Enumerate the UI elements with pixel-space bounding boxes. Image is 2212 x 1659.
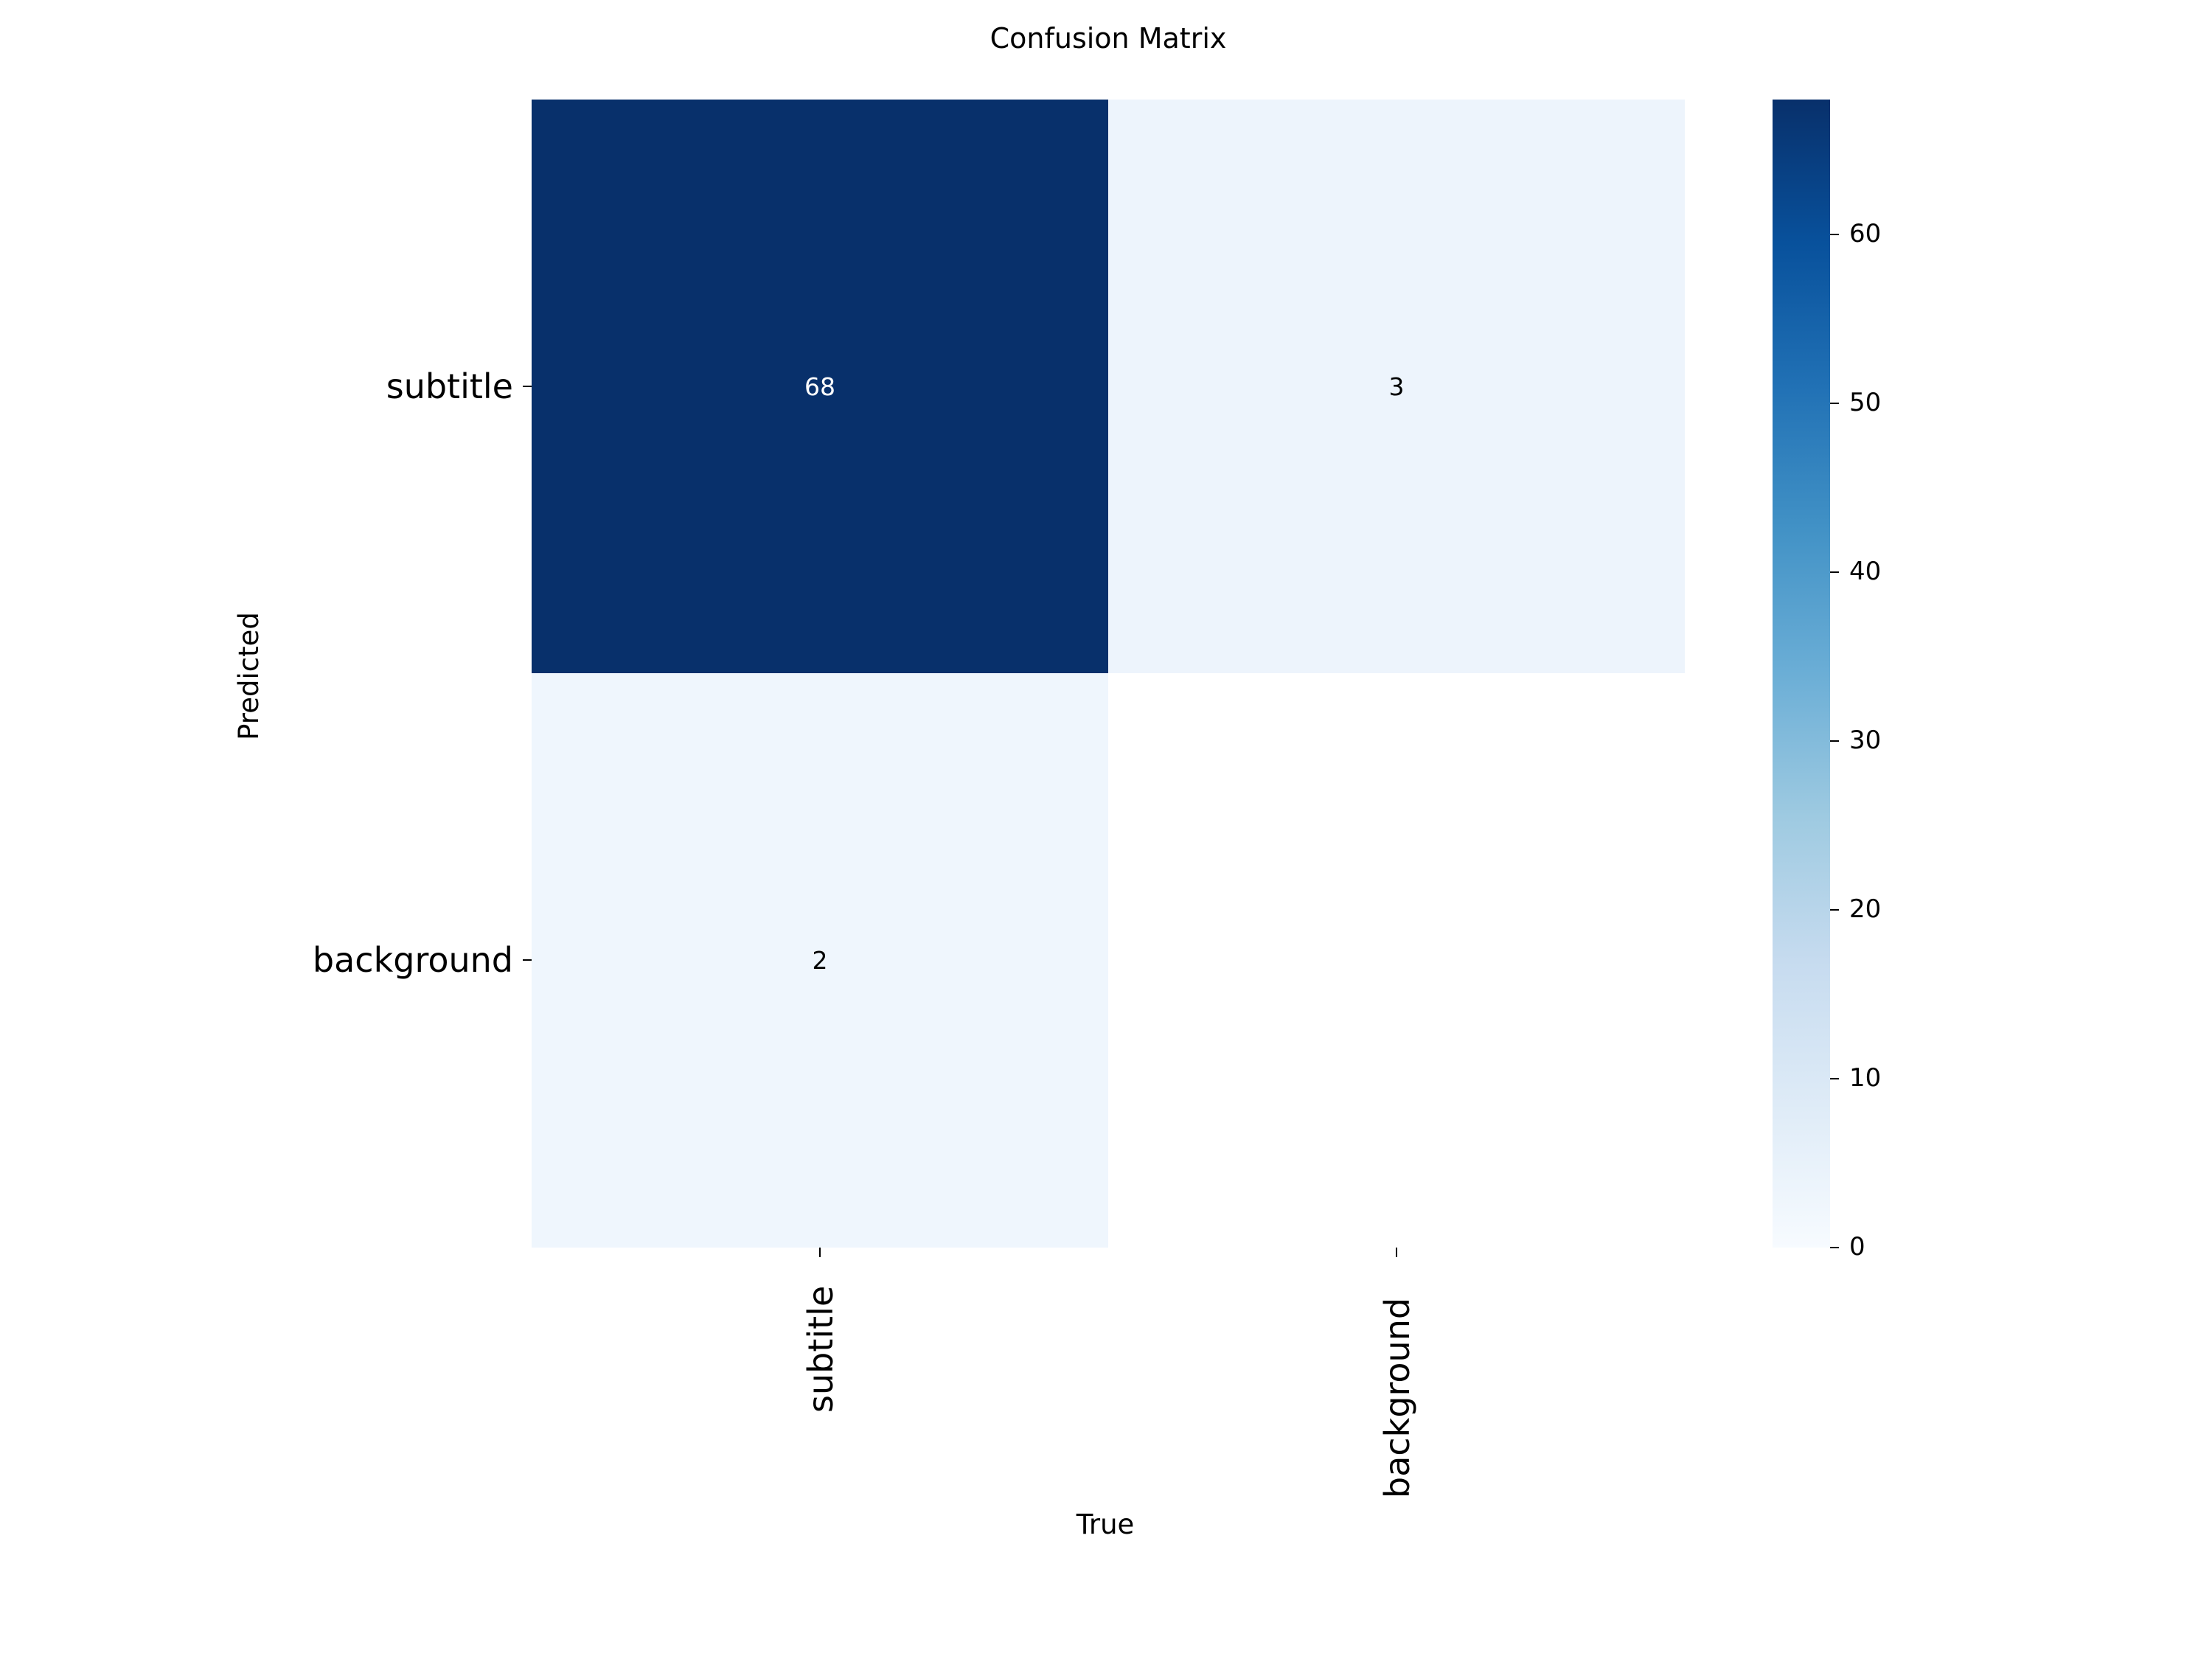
colorbar-label-60: 60 xyxy=(1849,219,1882,248)
cell-value: 68 xyxy=(804,372,835,401)
ytick-label-subtitle: subtitle xyxy=(386,366,513,406)
cell-true-subtitle-pred-background: 2 xyxy=(532,673,1108,1248)
cell-value: 2 xyxy=(812,946,828,975)
colorbar-label-10: 10 xyxy=(1849,1063,1882,1093)
confusion-matrix-heatmap: 68 3 2 xyxy=(532,100,1685,1248)
colorbar-label-20: 20 xyxy=(1849,894,1882,924)
y-axis-label: Predicted xyxy=(233,612,265,740)
cell-value: 3 xyxy=(1388,372,1405,401)
colorbar-label-50: 50 xyxy=(1849,388,1882,417)
colorbar xyxy=(1773,100,1830,1248)
colorbar-tick-50 xyxy=(1830,403,1839,404)
xtick-label-subtitle: subtitle xyxy=(801,1285,841,1413)
colorbar-tick-10 xyxy=(1830,1078,1839,1079)
colorbar-label-30: 30 xyxy=(1849,726,1882,755)
colorbar-label-0: 0 xyxy=(1849,1232,1865,1262)
ytick-mark-background xyxy=(523,959,532,961)
ytick-label-background: background xyxy=(312,940,513,980)
cell-true-background-pred-background xyxy=(1108,673,1685,1248)
ytick-mark-subtitle xyxy=(523,386,532,387)
xtick-label-background: background xyxy=(1377,1297,1417,1498)
chart-title: Confusion Matrix xyxy=(990,22,1227,55)
cell-true-subtitle-pred-subtitle: 68 xyxy=(532,100,1108,673)
colorbar-tick-0 xyxy=(1830,1247,1839,1248)
x-axis-label: True xyxy=(1076,1509,1135,1540)
colorbar-label-40: 40 xyxy=(1849,557,1882,586)
colorbar-tick-60 xyxy=(1830,234,1839,235)
xtick-mark-background xyxy=(1396,1248,1397,1257)
colorbar-tick-40 xyxy=(1830,571,1839,573)
cell-true-background-pred-subtitle: 3 xyxy=(1108,100,1685,673)
colorbar-tick-30 xyxy=(1830,740,1839,742)
xtick-mark-subtitle xyxy=(819,1248,821,1257)
colorbar-tick-20 xyxy=(1830,909,1839,911)
